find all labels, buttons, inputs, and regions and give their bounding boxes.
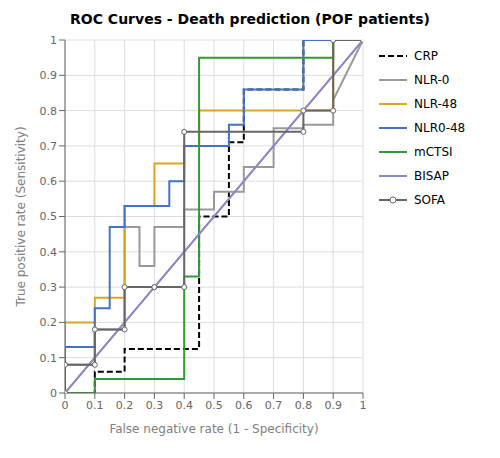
svg-text:0.5: 0.5 <box>205 399 223 412</box>
svg-text:0.4: 0.4 <box>40 246 58 259</box>
html-text:SOFA: SOFA <box>414 193 446 207</box>
svg-text:0.9: 0.9 <box>40 69 58 82</box>
svg-text:0.7: 0.7 <box>265 399 283 412</box>
svg-text:0.3: 0.3 <box>146 399 164 412</box>
html-text:ROC Curves - Death prediction: ROC Curves - Death prediction (POF patie… <box>70 11 430 27</box>
svg-text:0.1: 0.1 <box>40 352 58 365</box>
svg-text:0.1: 0.1 <box>86 399 104 412</box>
svg-text:0.6: 0.6 <box>235 399 253 412</box>
svg-text:0.4: 0.4 <box>175 399 193 412</box>
svg-text:0.7: 0.7 <box>40 140 58 153</box>
svg-text:0.3: 0.3 <box>40 281 58 294</box>
svg-text:0.8: 0.8 <box>40 105 58 118</box>
html-text:mCTSI: mCTSI <box>414 145 453 159</box>
svg-text:0.9: 0.9 <box>324 399 342 412</box>
svg-text:True positive rate (Sensitivit: True positive rate (Sensitivity) <box>14 126 28 307</box>
svg-text:0: 0 <box>62 399 69 412</box>
html-text:BISAP: BISAP <box>414 169 450 183</box>
html-text:NLR0-48: NLR0-48 <box>414 121 466 135</box>
svg-text:0.2: 0.2 <box>40 316 58 329</box>
svg-text:1: 1 <box>360 399 367 412</box>
html-text:NLR-48: NLR-48 <box>414 97 458 111</box>
html-text:NLR-0: NLR-0 <box>414 73 450 87</box>
svg-text:1: 1 <box>50 34 57 47</box>
svg-text:0.6: 0.6 <box>40 175 58 188</box>
svg-text:0.8: 0.8 <box>295 399 313 412</box>
svg-text:0.2: 0.2 <box>116 399 134 412</box>
html-text:CRP: CRP <box>414 49 438 63</box>
svg-text:False negative rate (1 - Speci: False negative rate (1 - Specificity) <box>109 422 318 436</box>
svg-text:0.5: 0.5 <box>40 210 58 223</box>
svg-text:0: 0 <box>50 387 57 400</box>
